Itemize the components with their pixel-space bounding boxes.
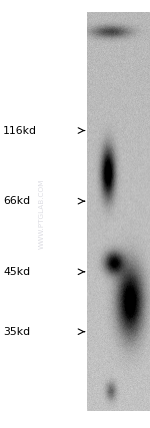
Text: 35kd: 35kd — [3, 327, 30, 337]
Text: WWW.PTGLAB.COM: WWW.PTGLAB.COM — [39, 179, 45, 249]
Text: 116kd: 116kd — [3, 125, 37, 136]
Text: 66kd: 66kd — [3, 196, 30, 206]
Text: 45kd: 45kd — [3, 267, 30, 277]
